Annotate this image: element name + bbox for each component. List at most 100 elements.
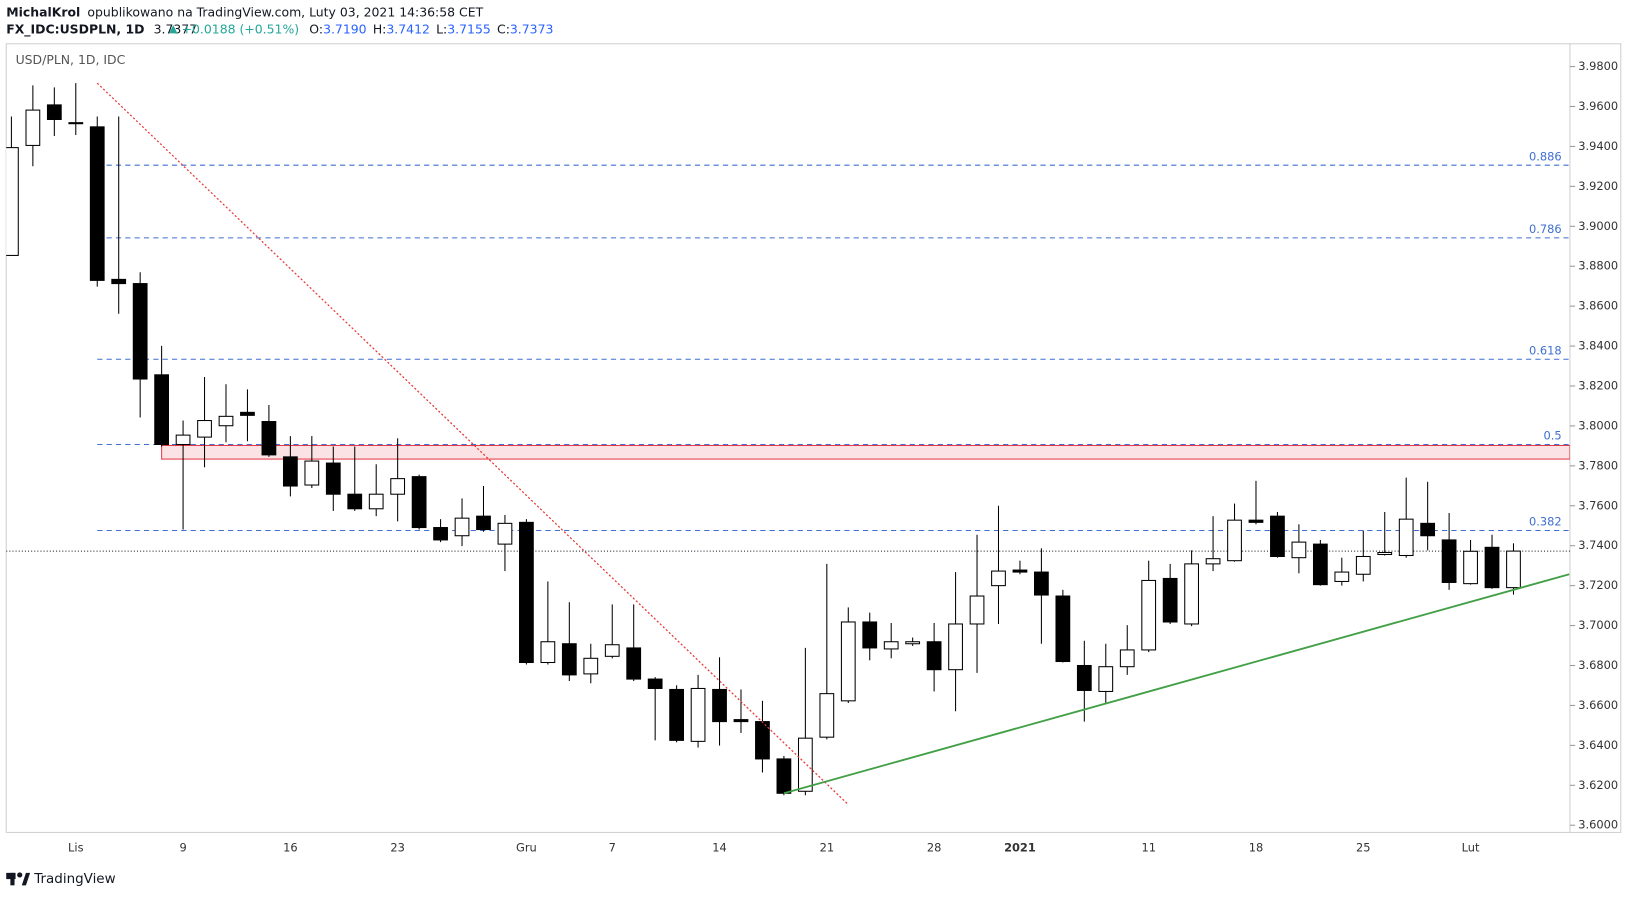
ohlc-label: L: (436, 21, 447, 36)
y-tick-label: 3.7400 (1578, 538, 1618, 552)
frame (5, 43, 1622, 833)
x-tick-label: 21 (820, 840, 835, 854)
candle-body (519, 521, 534, 664)
candle-body (390, 478, 406, 495)
candle-body (368, 493, 384, 510)
candle-body (1119, 649, 1135, 668)
x-tick-label: 23 (390, 840, 405, 854)
x-tick-label: 2021 (1004, 840, 1036, 854)
candle-body (6, 147, 19, 256)
candle-body (347, 493, 363, 510)
candle-body (497, 522, 513, 545)
y-tick-label: 3.6600 (1578, 698, 1618, 712)
candle-body (132, 283, 148, 380)
y-tick-label: 3.8400 (1578, 339, 1618, 353)
candle-body (604, 644, 620, 657)
y-tick-label: 3.6200 (1578, 778, 1618, 792)
resistance-zone (161, 444, 1570, 460)
plot-area (6, 82, 1570, 806)
candle-body (1270, 515, 1285, 558)
candle-body (1441, 539, 1457, 583)
ohlc-value: 3.7373 (510, 21, 554, 36)
candle-body (1012, 569, 1028, 573)
y-tick-label: 3.7200 (1578, 578, 1618, 592)
fib-label: 0.786 (1529, 222, 1562, 236)
symbol: FX_IDC:USDPLN, 1D (6, 21, 144, 37)
candle-body (197, 420, 212, 438)
candle-body (819, 693, 835, 738)
candle-body (733, 719, 749, 723)
candle-body (1141, 579, 1157, 651)
fib-label: 0.886 (1529, 149, 1562, 163)
candle-body (862, 621, 878, 649)
ohlc-label: H: (373, 21, 387, 36)
candle-body (647, 678, 663, 689)
candle-body (1248, 519, 1264, 523)
ohlc-value: 3.7190 (323, 21, 367, 36)
y-tick-label: 3.8800 (1578, 259, 1618, 273)
candle-body (218, 415, 234, 427)
candle-body (669, 688, 685, 741)
x-tick-label: 11 (1141, 840, 1156, 854)
x-tick-label: 28 (927, 840, 942, 854)
candle-body (969, 595, 985, 625)
fib-label: 0.5 (1543, 429, 1561, 443)
candle-body (561, 643, 577, 676)
x-tick-label: Lut (1462, 840, 1480, 854)
last-price: 3.7377 (154, 21, 198, 36)
up-arrow (169, 25, 178, 34)
candle-body (111, 278, 127, 285)
trend-line (96, 82, 849, 806)
ohlc-value: 3.7155 (447, 21, 491, 36)
y-tick-label: 3.9600 (1578, 99, 1618, 113)
candle-body (690, 687, 706, 742)
candle-body (1227, 519, 1242, 562)
candle-body (1076, 664, 1092, 691)
fib-label: 0.382 (1529, 515, 1562, 529)
candle-body (154, 374, 170, 446)
candle-body (540, 641, 556, 664)
change: +0.0188 (+0.51%) (182, 21, 300, 36)
candle-body (797, 737, 813, 792)
candle-body (991, 570, 1006, 587)
candle-body (304, 460, 320, 486)
y-tick-label: 3.9400 (1578, 139, 1618, 153)
x-tick-label: 18 (1249, 840, 1264, 854)
candle-body (626, 647, 642, 680)
x-tick-label: Gru (516, 840, 537, 854)
candle-body (1184, 563, 1199, 625)
x-tick-label: 14 (712, 840, 727, 854)
candle-body (1034, 571, 1049, 596)
ohlc-value: 3.7412 (386, 21, 430, 36)
candle-body (282, 456, 298, 487)
candle-body (1312, 543, 1328, 586)
ohlc-label: O: (309, 21, 323, 36)
candle-body (712, 688, 727, 723)
candle-body (1398, 518, 1414, 557)
y-tick-label: 3.6000 (1578, 818, 1618, 832)
candle-body (883, 641, 899, 650)
legend-label: USD/PLN, 1D, IDC (16, 52, 126, 67)
candle-body (1355, 555, 1371, 575)
candle-body (583, 657, 599, 675)
candle-body (68, 122, 84, 125)
candle-body (1205, 558, 1221, 565)
y-tick-label: 3.9800 (1578, 59, 1618, 73)
candle-body (926, 641, 942, 671)
y-tick-label: 3.8200 (1578, 378, 1618, 392)
candle-body (1420, 522, 1436, 537)
x-tick-label: 25 (1356, 840, 1371, 854)
candle-body (454, 517, 470, 537)
candle-body (948, 623, 963, 671)
y-tick-label: 3.6800 (1578, 658, 1618, 672)
brand: TradingView (33, 871, 115, 887)
y-tick-label: 3.6400 (1578, 738, 1618, 752)
candle-body (1506, 550, 1521, 589)
candle-body (776, 758, 792, 794)
candle-body (411, 476, 427, 529)
candle-body (476, 515, 491, 531)
candle-body (1291, 541, 1307, 559)
candle-body (25, 109, 41, 146)
